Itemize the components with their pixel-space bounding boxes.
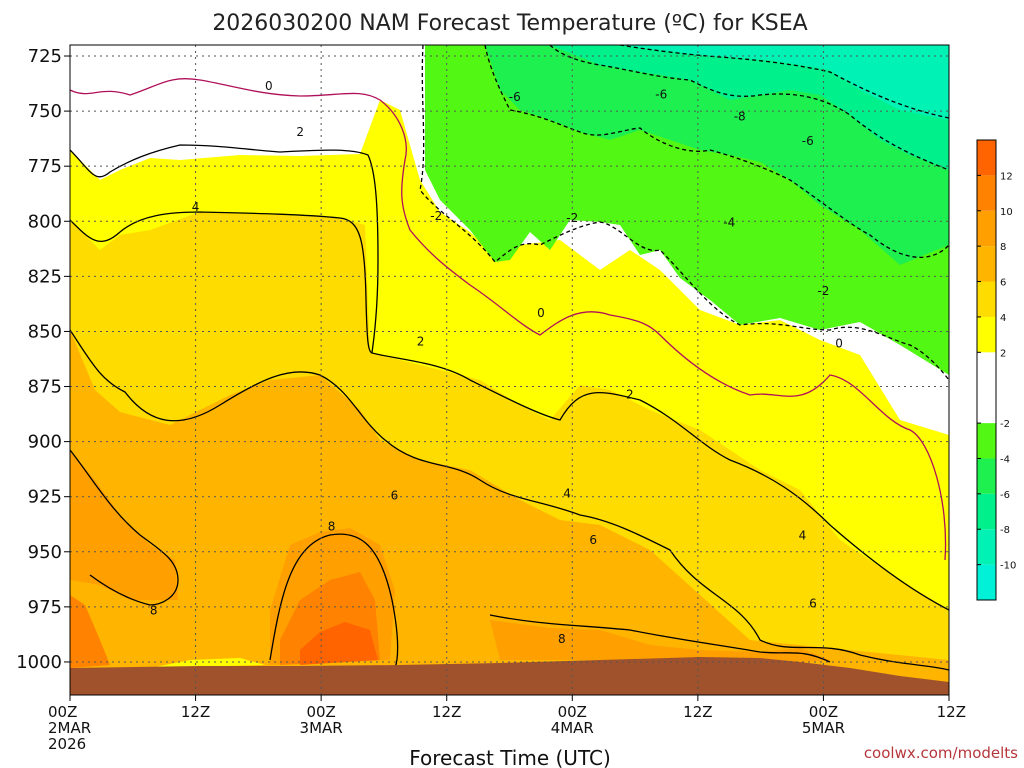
contour-0	[70, 78, 947, 561]
colorbar-label: -8	[1000, 525, 1010, 536]
contour-label: 2	[417, 334, 425, 348]
colorbar-label: 8	[1000, 242, 1006, 253]
y-tick-label: 775	[28, 156, 62, 177]
y-tick-label: 750	[28, 101, 62, 122]
x-tick-label: 00Z	[809, 703, 838, 721]
contour-lines	[70, 45, 949, 671]
y-tick-label: 825	[28, 266, 62, 287]
contour-minus2	[419, 45, 949, 381]
band-12-to-14	[300, 622, 378, 665]
colorbar-swatch	[977, 210, 996, 247]
contour-label: -6	[509, 90, 521, 104]
y-axis-ticks: 725 750 775 800 825 850 875 900 925 950 975 1000	[16, 46, 70, 673]
x-tick-label: 12Z	[432, 703, 461, 721]
colorbar-swatch	[977, 352, 996, 424]
contour-label: -4	[723, 215, 735, 229]
colorbar-swatch	[977, 529, 996, 565]
x-tick-label: 5MAR	[802, 719, 845, 737]
y-tick-label: 850	[28, 321, 62, 342]
contour-label: 0	[537, 306, 545, 320]
y-tick-label: 800	[28, 211, 62, 232]
contour-minus6	[549, 45, 949, 171]
band-10-to-12	[70, 572, 380, 668]
y-tick-label: 950	[28, 542, 62, 563]
y-tick-label: 925	[28, 487, 62, 508]
contour-label: 2	[296, 125, 304, 139]
contour-labels: 0 2 4 -2 -6 -6 -8 -6 -2 -4 0 -2 2 0 2 6 4 8 6 4 8 6 8	[150, 79, 843, 646]
x-axis-label: Forecast Time (UTC)	[409, 746, 611, 768]
colorbar-frame	[976, 139, 997, 601]
contour-label: 2	[626, 387, 634, 401]
contour-label: 6	[391, 489, 399, 503]
contour-label: 0	[265, 79, 273, 93]
contour-label: 8	[150, 603, 158, 617]
colorbar-swatch	[977, 564, 996, 600]
plot-area	[70, 45, 949, 695]
colorbar-label: 10	[1000, 207, 1013, 218]
contour-6	[70, 329, 949, 671]
x-tick-label: 00Z	[558, 703, 587, 721]
colorbar-label: -2	[1000, 419, 1010, 430]
x-tick-label: 12Z	[181, 703, 210, 721]
colorbar-swatch	[977, 458, 996, 494]
contour-label: 4	[799, 528, 807, 542]
colorbar-swatch	[977, 316, 996, 353]
x-tick-label: 2026	[48, 735, 86, 753]
colorbar: 12 10 8 6 4 2 -2 -4 -6 -8 -10	[976, 139, 1016, 601]
colorbar-swatch	[977, 246, 996, 282]
colorbar-swatch	[977, 281, 996, 317]
x-tick-label: 12Z	[937, 703, 966, 721]
x-tick-label: 00Z	[48, 703, 77, 721]
contour-label: 6	[809, 597, 817, 611]
colorbar-swatch	[977, 423, 996, 459]
colorbar-label: -4	[1000, 454, 1010, 465]
contour-label: 4	[192, 200, 200, 214]
colorbar-label: 6	[1000, 278, 1006, 289]
colorbar-label: 2	[1000, 348, 1006, 359]
colorbar-label: -10	[1000, 561, 1016, 572]
colorbar-swatch	[977, 493, 996, 530]
contour-label: 0	[835, 337, 843, 351]
contour-2	[70, 144, 379, 354]
contour-label: -8	[734, 110, 746, 124]
contour-4	[70, 211, 949, 611]
band-minus10-to-minus8	[620, 45, 949, 120]
contour-8	[70, 449, 831, 669]
x-tick-label: 12Z	[683, 703, 712, 721]
colorbar-swatch	[977, 175, 996, 211]
surface-yellow-strip	[150, 658, 265, 668]
contour-label: -6	[655, 88, 667, 102]
contour-label: -2	[430, 209, 442, 223]
credit-text: coolwx.com/modelts	[864, 744, 1018, 762]
plot-frame	[69, 44, 950, 696]
ground-surface	[70, 657, 949, 695]
contour-label: -2	[566, 211, 578, 225]
y-tick-label: 975	[28, 597, 62, 618]
colorbar-label: 4	[1000, 313, 1006, 324]
contour-label: -2	[817, 284, 829, 298]
colorbar-label: 12	[1000, 171, 1013, 182]
y-tick-label: 725	[28, 46, 62, 67]
contour-minus8	[619, 45, 949, 119]
x-tick-label: 00Z	[306, 703, 335, 721]
chart-title: 2026030200 NAM Forecast Temperature (ºC)…	[212, 11, 807, 36]
contour-label: -6	[802, 134, 814, 148]
x-tick-label: 3MAR	[300, 719, 343, 737]
y-tick-label: 875	[28, 377, 62, 398]
contour-label: 8	[558, 632, 566, 646]
y-tick-label: 900	[28, 432, 62, 453]
x-tick-label: 4MAR	[551, 719, 594, 737]
colorbar-swatch	[977, 140, 996, 176]
x-tick-label: 2MAR	[48, 719, 91, 737]
colorbar-label: -6	[1000, 490, 1010, 501]
contour-label: 6	[589, 533, 597, 547]
y-tick-label: 1000	[16, 652, 62, 673]
contour-label: 4	[563, 486, 571, 500]
contour-label: 8	[328, 520, 336, 534]
